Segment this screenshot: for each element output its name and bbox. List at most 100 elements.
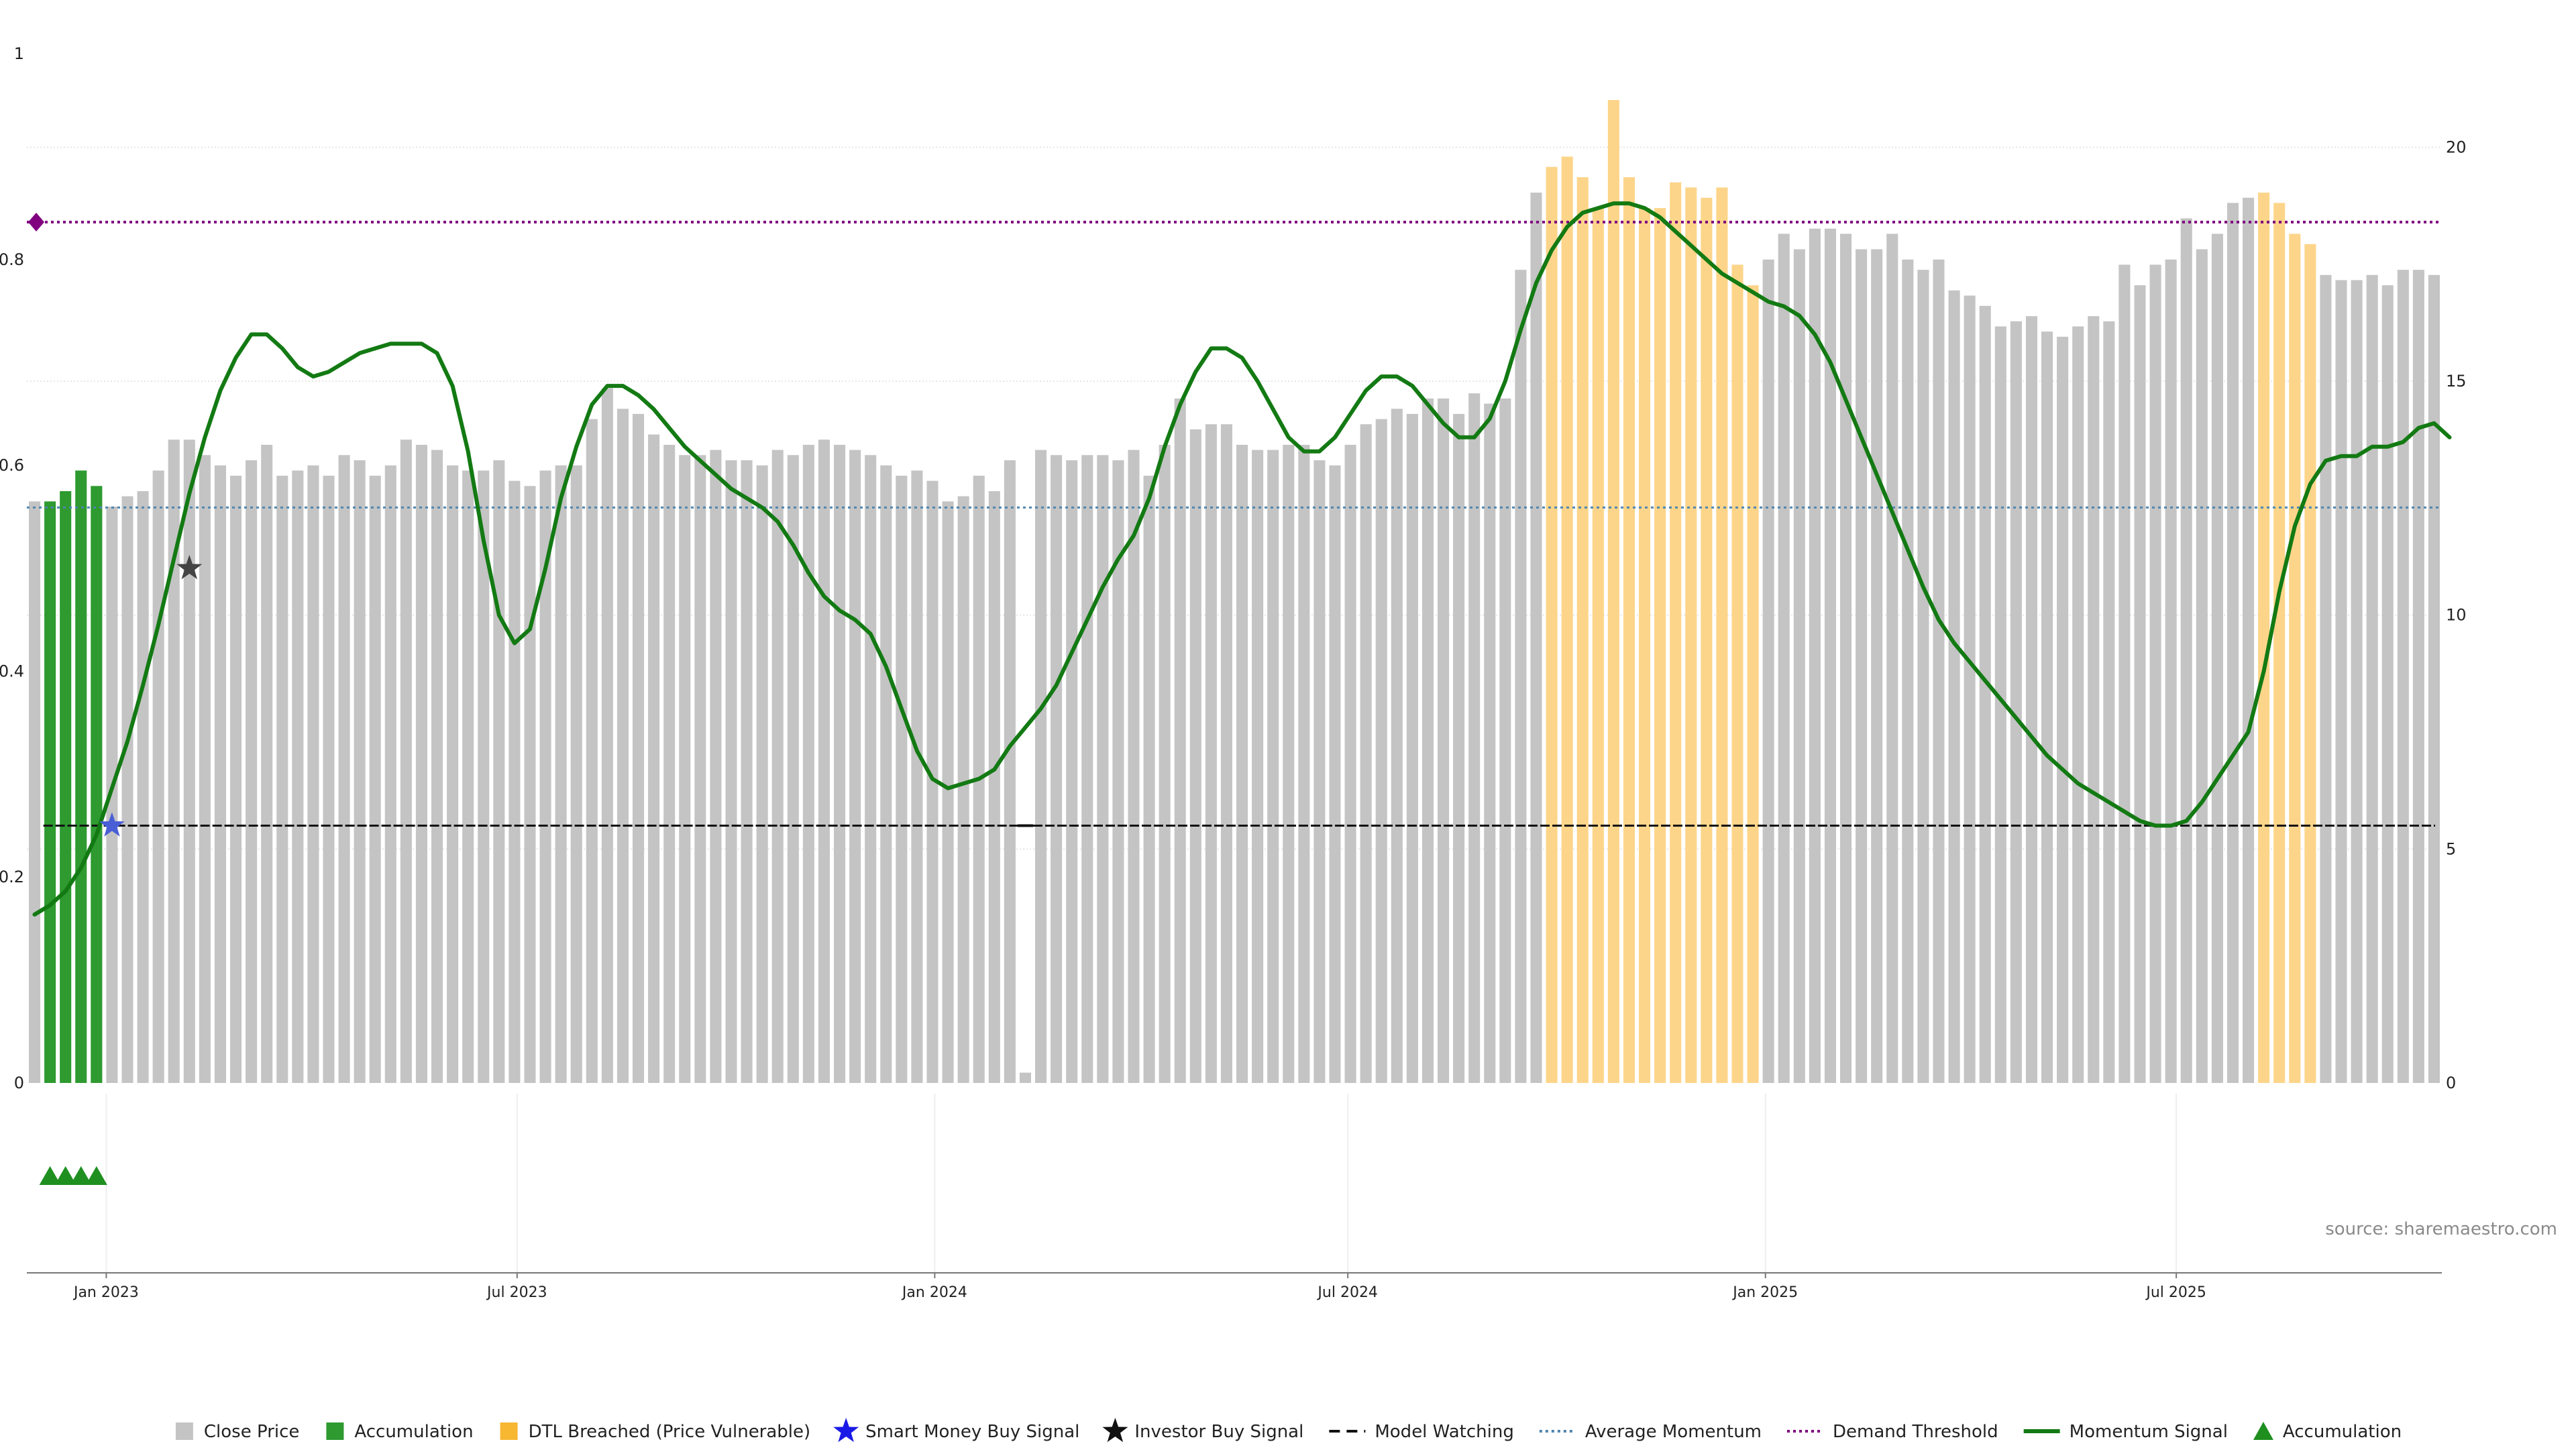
close-price-bar [2165,259,2177,1083]
close-price-bar [1066,460,1078,1083]
close-price-bar [2088,316,2100,1083]
close-price-bar [1220,424,1232,1083]
smart-money-buy-star [99,812,125,837]
legend-item: Momentum Signal [2023,1422,2228,1442]
close-price-bar [121,496,133,1083]
close-price-bar [1902,259,1914,1083]
close-price-bar [354,460,366,1083]
close-price-bar [570,465,582,1083]
legend-item: Accumulation [2253,1422,2402,1442]
close-price-bar [1236,444,1248,1083]
close-price-bar [725,460,737,1083]
close-price-bar [462,470,474,1083]
right-tick-label: 20 [2446,138,2467,156]
close-price-bar [1329,465,1341,1083]
close-price-bar [508,480,521,1083]
close-price-bar [1375,419,1387,1083]
close-price-bar [911,470,923,1083]
close-price-bar [1778,234,1790,1084]
momentum-signal-layer [32,201,2452,917]
close-price-bar [1081,455,1093,1083]
close-price-bar [478,470,490,1083]
close-price-bar [2428,274,2440,1083]
close-price-bar [1189,429,1201,1083]
close-price-bar [849,450,861,1083]
legend-label: Close Price [204,1422,300,1442]
close-price-bar [1391,409,1403,1083]
dtl-breached-bar [1561,156,1573,1083]
dtl-breached-bar [1685,187,1697,1083]
close-price-bar [106,506,118,1083]
close-price-bar [2010,321,2022,1084]
close-price-bar [369,475,381,1083]
close-price-bar [1484,403,1496,1083]
signal-markers [28,213,203,1185]
dtl-breached-bar [1654,208,1666,1084]
close-price-bar [152,470,164,1083]
close-price-bar [957,496,969,1083]
close-price-bar [2243,197,2255,1083]
close-price-bar [214,465,226,1083]
legend-item: Close Price [175,1422,300,1442]
dtl-breached-bar [1670,182,1682,1083]
close-price-bar [663,444,676,1083]
legend-square-icon [175,1422,193,1440]
close-price-bar [261,444,273,1083]
dtl-breached-bar [2289,234,2301,1084]
close-price-bar [679,455,691,1083]
close-price-bar [648,434,660,1083]
close-price-bar [1886,234,1898,1084]
dtl-breached-bar [1716,187,1728,1083]
legend-item: Smart Money Buy Signal [833,1418,1079,1443]
accumulation-bar [44,501,56,1083]
legend-square-icon [500,1422,518,1440]
close-price-bar [539,470,551,1083]
reference-lines [27,221,2442,827]
close-price-bar [1421,398,1434,1083]
close-price-bar [2196,249,2208,1084]
legend: Close Price Accumulation DTL Breached (Pri… [175,1418,2402,1443]
legend-item: Average Momentum [1539,1422,1762,1442]
close-price-bar [1112,460,1124,1083]
close-price-bar [2118,264,2131,1084]
close-price-bar [2335,280,2347,1084]
close-price-bar [1097,455,1109,1083]
close-price-bar [586,419,598,1083]
close-price-bar [1019,1072,1031,1083]
close-price-bar [2180,218,2192,1084]
close-price-bar [1468,393,1481,1083]
close-price-bar [524,486,536,1083]
left-tick-label: 0.4 [0,662,24,680]
close-price-bar [183,439,195,1083]
close-price-bar [1143,475,1155,1083]
close-price-bar [1252,450,1264,1083]
legend-label: Smart Money Buy Signal [865,1422,1079,1442]
close-price-bar [771,450,784,1083]
close-price-bar [199,455,211,1083]
close-price-bar [2041,331,2053,1084]
close-price-bar [1948,290,1960,1083]
dtl-breached-bar [1639,208,1651,1084]
close-price-bar [555,465,567,1083]
close-price-bar [2025,316,2037,1083]
close-price-bar [802,444,814,1083]
close-price-bar [338,455,350,1083]
close-price-bar [137,490,149,1083]
close-price-bar [1051,455,1063,1083]
close-price-bar [1824,228,1836,1083]
legend-label: DTL Breached (Price Vulnerable) [529,1422,811,1442]
close-price-bar [1159,444,1171,1083]
demand-threshold-diamond [28,213,44,232]
close-price-bar [1313,460,1326,1083]
close-price-bar [431,450,443,1083]
close-price-bar [2366,274,2378,1083]
close-price-bar [29,501,41,1083]
grid-layer [27,146,2442,1273]
dtl-breached-bar [1546,166,1558,1084]
close-price-bar [2211,234,2223,1084]
close-price-bar [1515,270,1527,1083]
close-price-bar [1979,305,1991,1084]
close-price-bar [741,460,753,1083]
close-price-bar [1298,444,1310,1083]
close-price-bar [2149,264,2161,1084]
